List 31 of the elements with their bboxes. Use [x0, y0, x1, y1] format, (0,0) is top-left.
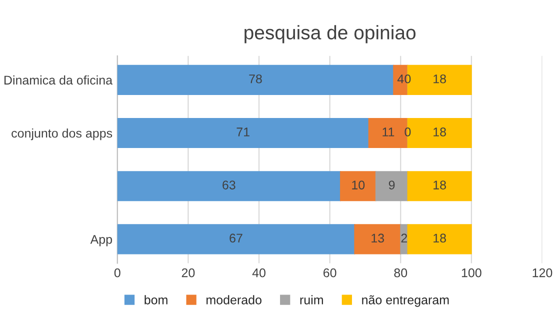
- data-label: 63: [222, 180, 236, 190]
- data-label: 13: [372, 234, 384, 243]
- legend-label: moderado: [206, 295, 262, 304]
- x-tick-label: 20: [182, 268, 195, 278]
- x-tick-label: 0: [114, 268, 120, 278]
- y-tick-label: App: [90, 235, 112, 246]
- x-tick-label: 100: [462, 268, 482, 278]
- y-tick-label: conjunto dos apps: [12, 128, 112, 140]
- x-tick-label: 80: [394, 268, 408, 278]
- data-label: 18: [434, 180, 446, 190]
- x-tick-label: 60: [323, 268, 336, 278]
- data-label: 18: [434, 234, 446, 243]
- data-label: 4: [397, 74, 404, 84]
- chart-title: pesquisa de opiniao: [244, 25, 416, 44]
- x-tick-label: 120: [532, 268, 552, 278]
- data-label: 78: [249, 74, 262, 84]
- y-tick-label: Dinamica da oficina: [4, 75, 113, 85]
- data-label: 11: [382, 128, 394, 136]
- data-label: 9: [388, 180, 395, 190]
- x-tick-label: 40: [252, 268, 266, 278]
- data-label: 18: [434, 74, 446, 84]
- legend-label: bom: [144, 295, 168, 304]
- data-label: 71: [236, 128, 250, 136]
- data-label: 2: [401, 234, 408, 242]
- data-label: 0: [404, 128, 411, 136]
- legend-label: ruim: [300, 295, 323, 304]
- data-label: 67: [230, 234, 242, 243]
- data-label: 10: [352, 180, 365, 190]
- data-label: 0: [404, 74, 411, 84]
- legend-label: não entregaram: [362, 295, 449, 307]
- data-label: 18: [434, 128, 446, 136]
